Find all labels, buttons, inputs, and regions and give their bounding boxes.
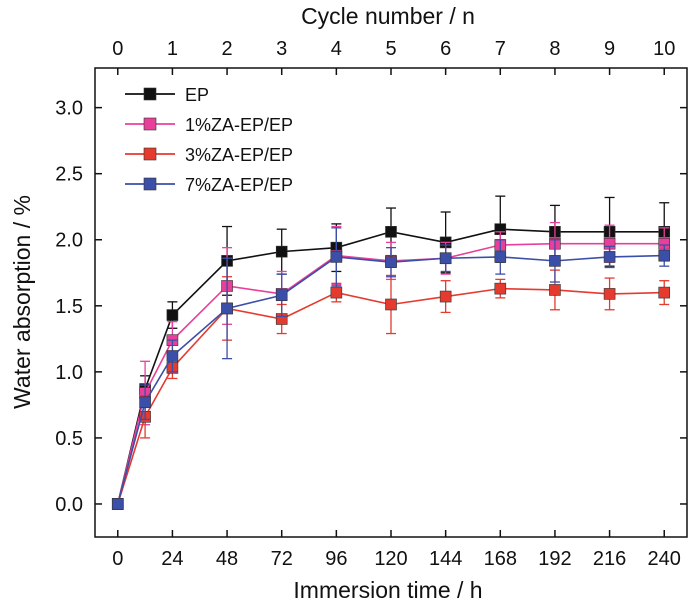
x-tick-label: 24: [161, 548, 183, 570]
data-point: [658, 249, 671, 262]
x2-tick-label: 8: [549, 38, 560, 60]
data-point: [439, 252, 452, 265]
series-layer: [111, 195, 671, 510]
legend-marker: [143, 177, 157, 191]
data-point: [330, 286, 343, 299]
data-point: [603, 288, 616, 300]
x2-axis-title: Cycle number / n: [301, 3, 475, 29]
y-tick-label: 0.0: [55, 494, 83, 516]
series-line: [116, 228, 665, 505]
series-2: [111, 269, 671, 510]
data-point: [603, 251, 616, 263]
x-tick-label: 192: [538, 548, 571, 570]
x2-tick-label: 2: [221, 38, 232, 60]
x-tick-label: 96: [325, 548, 347, 570]
legend-label: 7%ZA-EP/EP: [185, 175, 293, 195]
data-point: [221, 302, 233, 315]
data-point: [494, 282, 507, 295]
data-point: [330, 251, 343, 263]
x-tick-label: 0: [112, 548, 123, 570]
legend-marker: [143, 87, 157, 101]
data-point: [275, 289, 288, 302]
legend-label: 1%ZA-EP/EP: [185, 115, 293, 135]
legend-marker: [143, 147, 157, 161]
data-point: [166, 309, 179, 321]
data-point: [166, 350, 179, 362]
legend-label: EP: [185, 85, 209, 105]
y-tick-label: 0.5: [55, 428, 83, 450]
x-tick-label: 240: [648, 548, 681, 570]
x-axis-title: Immersion time / h: [293, 577, 482, 603]
x2-tick-label: 6: [440, 38, 451, 60]
y-axis-title: Water absorption / %: [9, 195, 35, 409]
data-point: [439, 290, 452, 303]
x-tick-label: 144: [429, 548, 462, 570]
legend: EP 1%ZA-EP/EP 3%ZA-EP/EP 7%ZA-EP/EP: [125, 85, 293, 195]
data-point: [658, 286, 671, 299]
x2-tick-label: 7: [495, 38, 506, 60]
data-point: [494, 251, 507, 263]
data-point: [139, 396, 151, 409]
x2-tick-label: 9: [604, 38, 615, 60]
data-point: [549, 255, 561, 267]
x2-tick-label: 4: [331, 38, 342, 60]
x-tick-label: 72: [271, 548, 293, 570]
legend-label: 3%ZA-EP/EP: [185, 145, 293, 165]
series-line: [116, 254, 665, 505]
x2-tick-label: 5: [385, 38, 396, 60]
x2-tick-label: 1: [167, 38, 178, 60]
x2-tick-label: 0: [112, 38, 123, 60]
data-point: [385, 226, 397, 238]
x-tick-label: 48: [216, 548, 238, 570]
y-tick-label: 3.0: [55, 98, 83, 120]
y-tick-label: 2.0: [55, 230, 83, 252]
x2-tick-label: 3: [276, 38, 287, 60]
series-line: [116, 242, 665, 505]
data-point: [385, 256, 397, 269]
axis-ticks: 0 24 48 72 96 120 144 168 192 216 240 0 1 2 3 4 5 6 7 8 9 10 0…: [55, 38, 687, 570]
x-tick-label: 168: [484, 548, 517, 570]
x-tick-label: 216: [593, 548, 626, 570]
data-point: [111, 498, 124, 510]
data-point: [385, 298, 397, 311]
x2-tick-label: 10: [653, 38, 675, 60]
y-tick-label: 1.0: [55, 362, 83, 384]
data-point: [275, 245, 288, 258]
x-tick-label: 120: [374, 548, 407, 570]
series-3: [111, 227, 671, 510]
data-point: [549, 284, 561, 296]
series-line: [117, 287, 665, 505]
legend-marker: [143, 117, 157, 131]
y-tick-label: 2.5: [55, 164, 83, 186]
y-tick-label: 1.5: [55, 296, 83, 318]
